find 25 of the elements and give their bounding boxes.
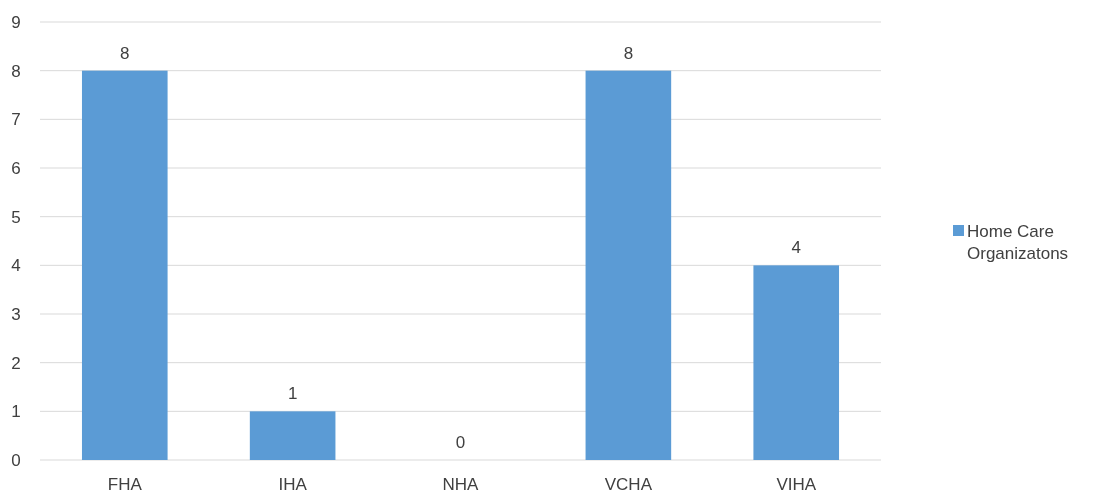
y-tick-label: 4: [11, 256, 21, 276]
bar: [81, 70, 168, 460]
y-tick-label: 6: [11, 158, 21, 178]
x-tick-label: VCHA: [604, 475, 653, 494]
x-tick-label: NHA: [442, 475, 480, 494]
x-tick-label: FHA: [107, 475, 143, 494]
y-tick-label: 2: [11, 353, 21, 373]
bar: [585, 70, 672, 460]
y-tick-label: 3: [11, 304, 21, 324]
data-label: 1: [287, 384, 298, 404]
data-label: 0: [455, 433, 466, 452]
y-tick-label: 7: [11, 110, 21, 130]
legend-label: Home Care Organizatons: [967, 221, 1069, 264]
y-tick-label: 8: [11, 61, 21, 81]
bar: [753, 265, 840, 460]
data-label: 8: [623, 43, 634, 63]
x-tick-label: VIHA: [776, 475, 817, 494]
data-label: 4: [791, 238, 801, 258]
x-tick-label: IHA: [278, 475, 308, 494]
y-tick-label: 5: [11, 207, 21, 227]
bar: [249, 411, 336, 460]
y-tick-label: 1: [11, 402, 21, 422]
data-label: 8: [120, 43, 130, 63]
y-tick-label: 9: [11, 12, 21, 32]
y-tick-label: 0: [11, 450, 21, 470]
